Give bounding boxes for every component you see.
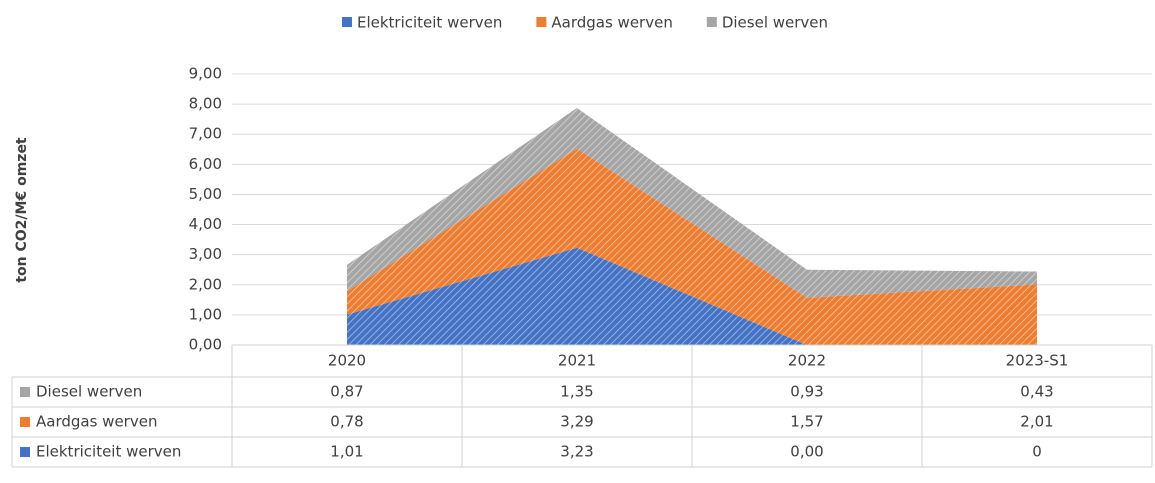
table-cell: 1,57 (790, 413, 823, 431)
table-cell: 0,93 (790, 383, 823, 401)
area (347, 108, 1037, 298)
table-cell: 3,23 (560, 443, 593, 461)
legend-key (706, 17, 717, 27)
table-cell: 1,35 (560, 383, 593, 401)
table-legend-key (20, 447, 30, 457)
y-tick-label: 2,00 (189, 275, 222, 293)
table-legend-key (20, 387, 30, 397)
table-cell: 1,01 (330, 443, 363, 461)
table-cell: 0,00 (790, 443, 823, 461)
y-tick-label: 1,00 (189, 305, 222, 323)
y-tick-label: 8,00 (189, 95, 222, 113)
x-tick-label: 2023-S1 (1006, 352, 1069, 370)
y-tick-label: 7,00 (189, 125, 222, 143)
table-row-label: Aardgas werven (36, 413, 157, 431)
table-cell: 0,43 (1020, 383, 1053, 401)
y-tick-label: 0,00 (189, 336, 222, 354)
table-cell: 0,78 (330, 413, 363, 431)
x-tick-label: 2021 (558, 352, 596, 370)
table-row-label: Diesel werven (36, 383, 142, 401)
y-tick-label: 4,00 (189, 215, 222, 233)
table-cell: 0,87 (330, 383, 363, 401)
y-tick-label: 6,00 (189, 155, 222, 173)
legend-key (341, 17, 352, 27)
legend-label: Elektriciteit werven (357, 14, 502, 32)
table-cell: 2,01 (1020, 413, 1053, 431)
table-legend-key (20, 417, 30, 427)
legend-label: Diesel werven (722, 14, 828, 32)
table-row-label: Elektriciteit werven (36, 443, 181, 461)
x-tick-label: 2022 (788, 352, 826, 370)
table-cell: 0 (1032, 443, 1042, 461)
y-tick-label: 5,00 (189, 185, 222, 203)
y-tick-label: 9,00 (189, 65, 222, 83)
y-tick-label: 3,00 (189, 245, 222, 263)
area (347, 148, 1037, 345)
legend: Elektriciteit werven Aardgas werven Diesel… (341, 14, 828, 32)
x-tick-label: 2020 (328, 352, 366, 370)
y-axis-label: ton CO2/M€ omzet (14, 137, 30, 283)
area (347, 247, 1037, 345)
table-cell: 3,29 (560, 413, 593, 431)
legend-label: Aardgas werven (551, 14, 672, 32)
legend-key (536, 17, 547, 27)
